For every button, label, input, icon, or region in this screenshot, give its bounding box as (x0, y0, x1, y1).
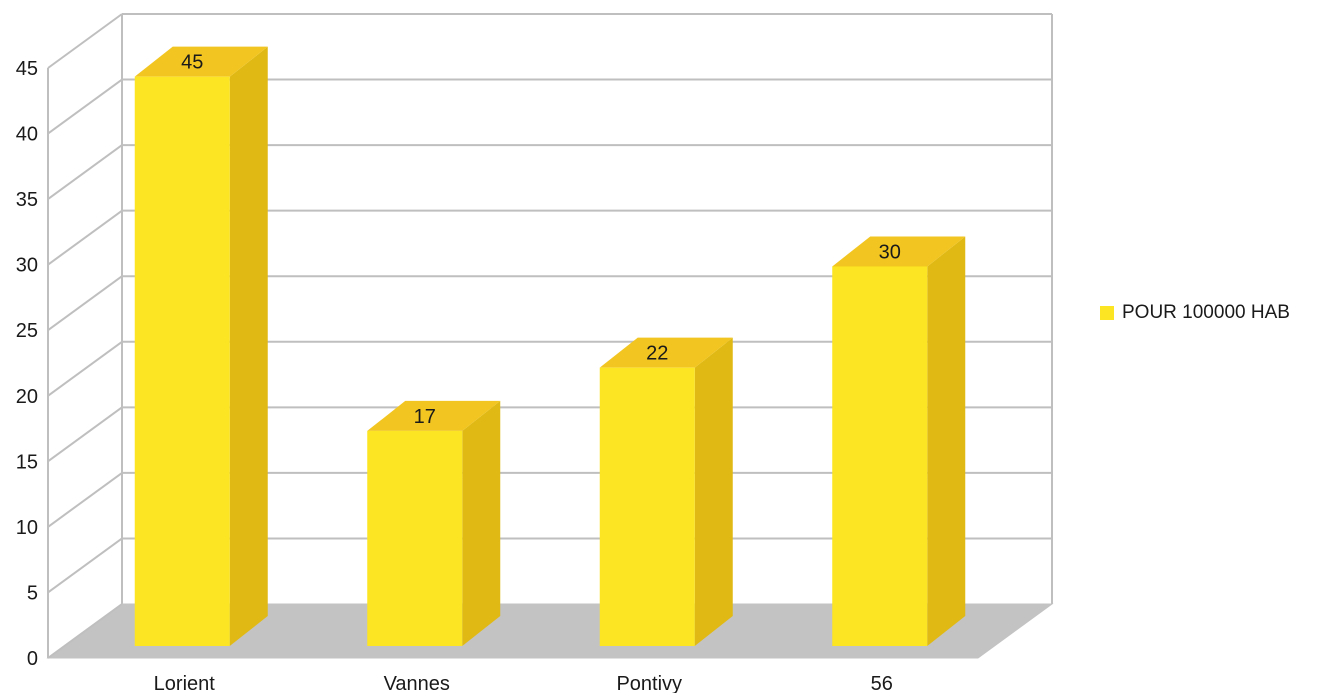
gridline-side (47, 275, 123, 332)
gridline-side (47, 537, 123, 594)
chart-walls (47, 14, 1053, 658)
gridline-side (47, 78, 123, 135)
data-label: 45 (181, 52, 203, 74)
bar-top-face (134, 46, 268, 77)
y-tick-label: 40 (16, 124, 38, 146)
y-tick-label: 45 (16, 58, 38, 80)
bars (134, 46, 966, 647)
x-tick-label: Pontivy (616, 673, 682, 693)
x-tick-label: Vannes (384, 673, 450, 693)
y-axis-tick-labels: 0 5 10 15 20 25 30 35 40 45 (16, 58, 38, 670)
legend-swatch (1100, 306, 1114, 320)
bar-front-face (599, 367, 695, 646)
data-label: 17 (414, 406, 436, 428)
bar-lorient (134, 46, 268, 647)
bar-front-face (134, 76, 230, 647)
bar-front-face (832, 266, 928, 646)
chart-floor (46, 603, 1054, 659)
bar-vannes (367, 400, 501, 646)
legend: POUR 100000 HAB (1100, 302, 1290, 324)
y-tick-label: 10 (16, 517, 38, 539)
bar-56 (832, 236, 966, 647)
bar-side-face (229, 46, 268, 647)
bar-top-face (832, 236, 966, 267)
y-tick-label: 0 (27, 648, 38, 670)
gridline-side (47, 340, 123, 397)
gridline-side (47, 472, 123, 528)
y-tick-label: 15 (16, 451, 38, 473)
floor-side-edge (47, 603, 123, 659)
gridline-side (47, 144, 123, 200)
y-tick-label: 20 (16, 386, 38, 408)
gridline-side (47, 209, 123, 266)
bar-top-face (599, 337, 733, 368)
bar-front-face (367, 430, 463, 646)
gridline-side (47, 406, 123, 463)
data-label: 30 (879, 241, 901, 263)
x-tick-label: 56 (871, 673, 893, 693)
bar-side-face (462, 400, 501, 646)
bar-side-face (694, 337, 733, 646)
x-tick-label: Lorient (154, 673, 216, 693)
data-label: 22 (646, 343, 668, 365)
y-tick-label: 30 (16, 255, 38, 277)
gridline-side (47, 13, 123, 69)
y-tick-label: 5 (27, 582, 38, 604)
data-labels: 45 17 22 30 (181, 52, 901, 428)
legend-label: POUR 100000 HAB (1122, 302, 1290, 323)
bar-pontivy (599, 337, 733, 646)
bar-top-face (367, 400, 501, 431)
y-tick-label: 35 (16, 189, 38, 211)
y-tick-label: 25 (16, 320, 38, 342)
bar-side-face (927, 236, 966, 647)
x-axis-tick-labels: Lorient Vannes Pontivy 56 (154, 673, 893, 695)
